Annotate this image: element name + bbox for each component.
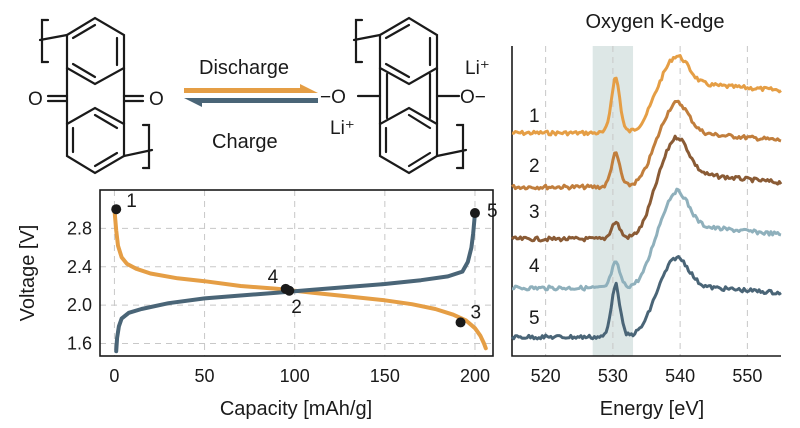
- y-tick-label: 2.8: [67, 218, 92, 238]
- xas-spectrum-2: [511, 99, 782, 191]
- reaction-arrows: Discharge Charge: [184, 57, 318, 153]
- state-marker-label: 5: [487, 201, 498, 222]
- oxygen-label-right: O: [149, 89, 164, 110]
- y-tick-label: 2.4: [67, 257, 92, 277]
- energy-tick-labels: 520 530 540 550: [531, 366, 763, 386]
- xas-spectrum-1: [511, 54, 782, 137]
- xas-spectrum-5: [510, 255, 782, 341]
- xas-chart-frame: [511, 46, 781, 357]
- xas-spectrum-3: [510, 134, 783, 243]
- state-marker-label: 1: [126, 191, 137, 212]
- state-marker-label: 3: [471, 302, 482, 323]
- state-marker-label: 4: [268, 267, 279, 288]
- reaction-scheme: O O Discharge Charge: [28, 16, 490, 175]
- state-marker-4: [280, 283, 291, 294]
- xas-x-tick-label: 550: [732, 366, 762, 386]
- xas-spectrum-4: [511, 187, 782, 292]
- discharge-arrow: [184, 84, 318, 93]
- state-marker-label: 2: [291, 297, 302, 318]
- charge-curve: [114, 211, 477, 354]
- charge-label: Charge: [212, 131, 278, 153]
- discharge-label: Discharge: [199, 57, 289, 79]
- xas-x-tick-label: 540: [665, 366, 695, 386]
- lithium-cation-right: Li⁺: [465, 58, 490, 79]
- state-markers: 1 2 3 4 5: [111, 191, 498, 328]
- state-marker-1: [111, 204, 122, 215]
- x-tick-label: 100: [280, 366, 310, 386]
- xas-x-tick-label: 530: [598, 366, 628, 386]
- y-tick-label: 1.6: [67, 334, 92, 354]
- y-axis-label: Voltage [V]: [17, 225, 39, 322]
- x-axis-label: Capacity [mAh/g]: [220, 398, 372, 420]
- x-tick-label: 200: [460, 366, 490, 386]
- x-tick-label: 50: [195, 366, 215, 386]
- capacity-tick-labels: 0 50 100 150 200: [109, 366, 490, 386]
- x-tick-label: 0: [109, 366, 119, 386]
- oxygen-anion-left: −O: [320, 87, 346, 108]
- xas-chart: 1 2 3 4 5 520 530 540 550 Oxygen K-edge Energy …: [510, 11, 783, 420]
- anthraquinone-structure: O O: [28, 16, 164, 175]
- xas-spectrum-label: 2: [529, 156, 540, 177]
- y-tick-label: 2.0: [67, 295, 92, 315]
- state-marker-3: [455, 317, 466, 328]
- voltage-chart: 1 2 3 4 5 0 50 100 150 200 1.6 2.0 2.4 2.8 Capacity…: [17, 189, 498, 420]
- xas-title: Oxygen K-edge: [586, 11, 725, 33]
- xas-spectrum-label: 5: [529, 308, 540, 329]
- xas-chart-grid: [545, 46, 748, 356]
- state-marker-5: [469, 208, 480, 219]
- charge-arrow: [184, 98, 318, 107]
- voltage-tick-labels: 1.6 2.0 2.4 2.8: [67, 218, 92, 353]
- xas-spectrum-label: 4: [529, 256, 540, 277]
- lithiated-anthracene-structure: −O O− Li⁺ Li⁺: [320, 16, 490, 175]
- oxygen-label-left: O: [28, 89, 43, 110]
- x-tick-label: 150: [370, 366, 400, 386]
- voltage-chart-frame: [99, 189, 494, 357]
- lithium-cation-left: Li⁺: [330, 118, 355, 139]
- xas-spectrum-label: 3: [529, 202, 540, 223]
- oxygen-anion-right: O−: [460, 87, 486, 108]
- xas-spectra: 1 2 3 4 5: [510, 54, 783, 341]
- xas-x-tick-label: 520: [531, 366, 561, 386]
- xas-x-axis-label: Energy [eV]: [600, 398, 705, 420]
- xas-spectrum-label: 1: [529, 106, 540, 127]
